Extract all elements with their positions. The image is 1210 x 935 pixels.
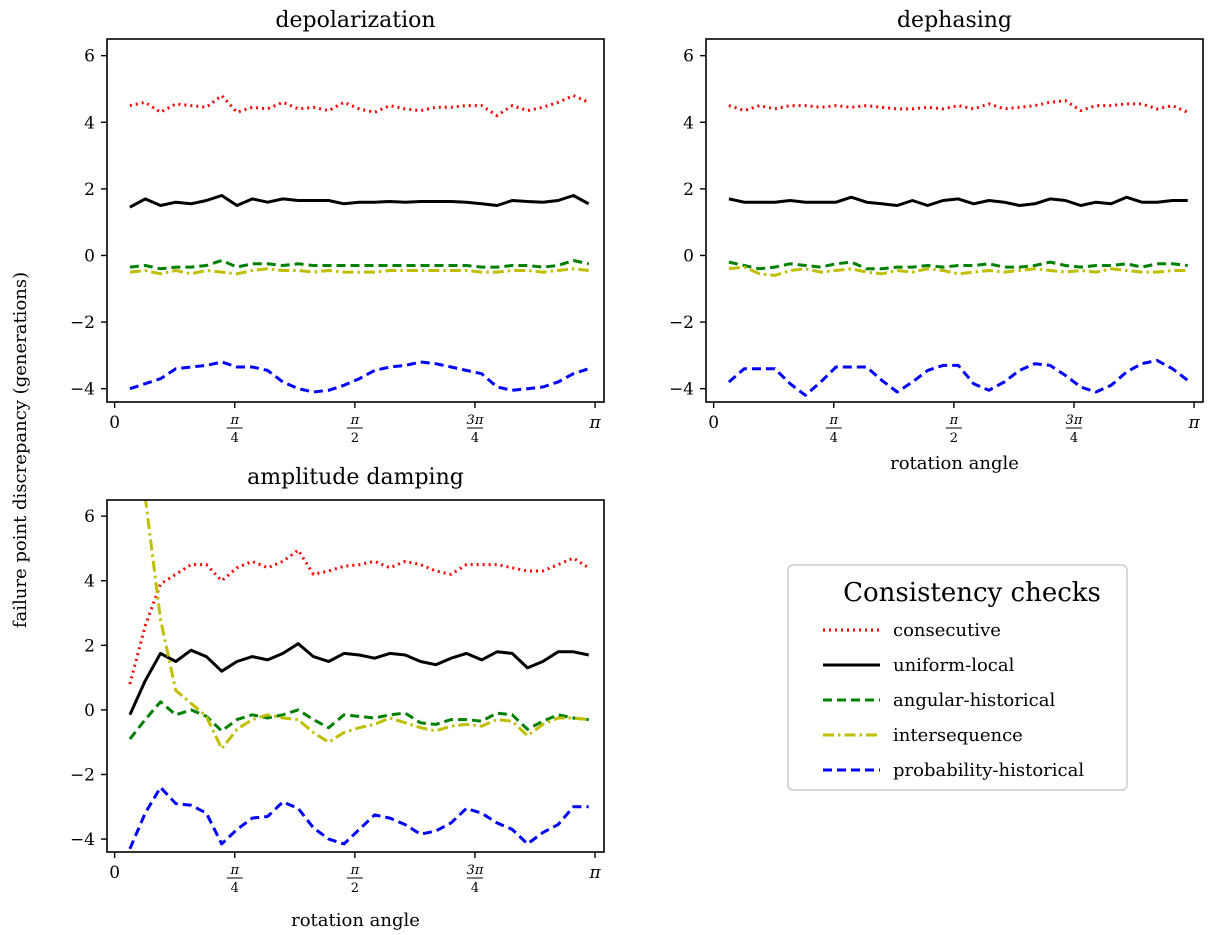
x-tick-label: π xyxy=(1187,413,1200,433)
x-axis-label: rotation angle xyxy=(890,453,1019,474)
series-line-probability-historical xyxy=(128,785,589,850)
series-line-probability-historical xyxy=(129,360,590,394)
x-tick-numerator: π xyxy=(350,413,360,428)
series-line-intersequence xyxy=(728,265,1188,277)
series-line-angular-historical xyxy=(128,700,589,740)
legend-label: uniform-local xyxy=(893,655,1015,676)
x-tick-numerator: 3π xyxy=(467,413,484,428)
series-line-uniform-local xyxy=(129,194,590,209)
axes-frame xyxy=(106,38,605,403)
x-axis-label: rotation angle xyxy=(291,910,420,931)
y-tick-label: 2 xyxy=(84,636,95,656)
x-tick-denominator: 4 xyxy=(471,881,479,896)
x-tick-denominator: 2 xyxy=(950,431,958,446)
panel-title: dephasing xyxy=(897,8,1012,33)
x-tick-numerator: π xyxy=(229,863,239,878)
x-tick-denominator: 4 xyxy=(231,431,239,446)
legend-entries: consecutive uniform-local angular-historic… xyxy=(823,620,1084,781)
series-line-consecutive xyxy=(728,99,1189,114)
series-line-uniform-local xyxy=(728,195,1188,207)
series-group xyxy=(727,99,1189,397)
panel-title: amplitude damping xyxy=(247,465,464,490)
y-tick-label: 6 xyxy=(84,47,95,67)
series-line-intersequence xyxy=(144,500,589,751)
y-tick-label: 4 xyxy=(683,113,694,133)
legend-entry-consecutive: consecutive xyxy=(823,620,1001,641)
series-group xyxy=(129,94,590,394)
x-tick-numerator: π xyxy=(350,863,360,878)
x-tick-denominator: 2 xyxy=(351,881,359,896)
y-tick-label: −4 xyxy=(70,830,95,850)
series-group xyxy=(128,500,590,850)
y-axis-label: failure point discrepancy (generations) xyxy=(10,272,31,628)
x-tick-denominator: 4 xyxy=(471,431,479,446)
legend-label: probability-historical xyxy=(893,760,1084,781)
series-line-probability-historical xyxy=(727,358,1189,397)
x-tick-numerator: π xyxy=(828,413,838,428)
y-tick-label: 2 xyxy=(84,180,95,200)
y-tick-label: −2 xyxy=(70,313,95,333)
x-tick-label: 0 xyxy=(708,413,719,433)
y-tick-label: −4 xyxy=(70,380,95,400)
x-tick-label: π xyxy=(588,863,601,883)
panel-title: depolarization xyxy=(275,8,435,33)
y-tick-label: 0 xyxy=(84,701,95,721)
x-tick-denominator: 2 xyxy=(351,431,359,446)
y-tick-label: 6 xyxy=(683,47,694,67)
series-line-angular-historical xyxy=(728,260,1188,271)
series-line-intersequence xyxy=(129,267,589,276)
legend-label: angular-historical xyxy=(893,690,1055,711)
x-tick-denominator: 4 xyxy=(1070,431,1078,446)
y-tick-label: −2 xyxy=(669,313,694,333)
series-line-uniform-local xyxy=(128,642,590,716)
y-tick-label: 0 xyxy=(84,246,95,266)
legend-entry-intersequence: intersequence xyxy=(823,725,1023,746)
panel-3: amplitude damping 6 4 2 0 −2 −4 0 π 4 π 2 3π 4 π rotati… xyxy=(70,465,605,931)
y-tick-label: 4 xyxy=(84,113,95,133)
legend-label: intersequence xyxy=(893,725,1023,746)
y-tick-label: −2 xyxy=(70,765,95,785)
legend-label: consecutive xyxy=(893,620,1001,641)
series-line-consecutive xyxy=(129,94,590,118)
x-tick-denominator: 4 xyxy=(830,431,838,446)
axes-frame xyxy=(705,38,1204,403)
x-tick-numerator: π xyxy=(949,413,959,428)
x-tick-numerator: π xyxy=(229,413,239,428)
legend-entry-uniform-local: uniform-local xyxy=(823,655,1015,676)
y-tick-label: 6 xyxy=(84,507,95,527)
x-tick-denominator: 4 xyxy=(231,881,239,896)
legend-title: Consistency checks xyxy=(843,578,1101,608)
series-line-angular-historical xyxy=(129,259,590,271)
x-tick-label: π xyxy=(588,413,601,433)
x-tick-label: 0 xyxy=(109,413,120,433)
x-tick-numerator: 3π xyxy=(1066,413,1083,428)
legend-entry-probability-historical: probability-historical xyxy=(823,760,1084,781)
legend-entry-angular-historical: angular-historical xyxy=(823,690,1055,711)
x-tick-label: 0 xyxy=(109,863,120,883)
x-tick-numerator: 3π xyxy=(467,863,484,878)
y-tick-label: 4 xyxy=(84,572,95,592)
y-tick-label: 0 xyxy=(683,246,694,266)
panel-1: depolarization 6 4 2 0 −2 −4 0 π 4 π 2 3π 4 π xyxy=(70,8,605,446)
axes-frame xyxy=(106,499,605,853)
y-tick-label: 2 xyxy=(683,180,694,200)
panel-2: dephasing 6 4 2 0 −2 −4 0 π 4 π 2 3π 4 π rotation angle xyxy=(669,8,1204,474)
series-line-consecutive xyxy=(128,548,590,685)
legend: Consistency checks consecutive uniform-lo… xyxy=(787,564,1128,791)
y-tick-label: −4 xyxy=(669,380,694,400)
